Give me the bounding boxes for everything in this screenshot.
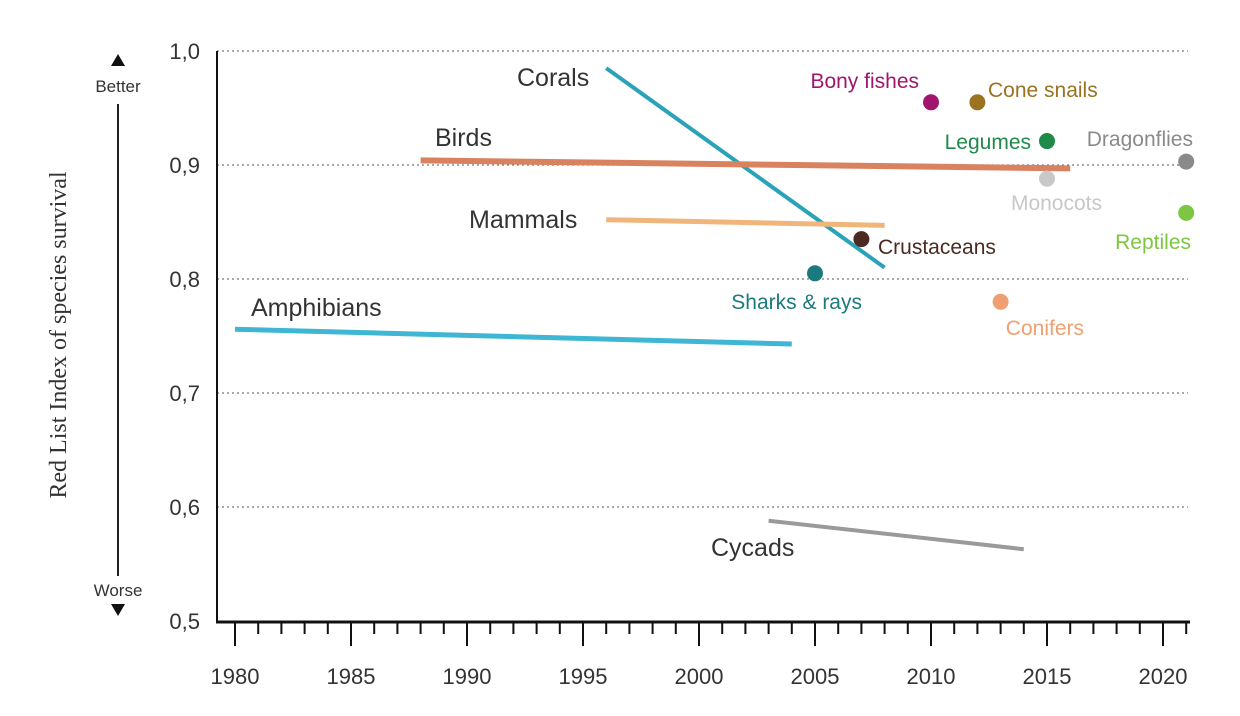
series-label-amphibians: Amphibians [251, 294, 382, 322]
point-sharks-rays [807, 265, 823, 282]
point-label-legumes: Legumes [945, 131, 1031, 154]
x-tick-label: 2000 [675, 664, 724, 689]
series-line-mammals [606, 217, 885, 228]
worse-label: Worse [94, 581, 143, 600]
series-line-amphibians [234, 326, 792, 347]
y-axis-title: Red List Index of species survival [46, 171, 72, 499]
point-legumes [1039, 133, 1055, 150]
y-tick-labels: 0,5 0,6 0,7 0,8 0,9 1,0 [169, 39, 200, 634]
series-line-cycads [768, 518, 1025, 552]
series-line-corals [605, 66, 886, 270]
point-label-conifers: Conifers [1006, 317, 1084, 340]
y-tick-label: 0,9 [169, 153, 200, 178]
x-tick-label: 1990 [443, 664, 492, 689]
species-points [807, 94, 1195, 310]
series-labels: Corals Birds Mammals Amphibians Cycads Bony f… [251, 64, 1193, 562]
point-label-bony-fishes: Bony fishes [810, 70, 919, 93]
y-direction-indicator: Better Worse [94, 54, 143, 616]
point-dragonflies [1178, 153, 1195, 170]
y-tick-label: 0,6 [169, 495, 200, 520]
series-line-birds [420, 157, 1071, 172]
series-label-birds: Birds [435, 124, 492, 152]
x-tick-label: 1980 [211, 664, 260, 689]
x-tick-label: 1995 [559, 664, 608, 689]
point-cone-snails [969, 94, 986, 111]
x-tick-labels: 1980 1985 1990 1995 2000 2005 2010 2015 2020 [211, 664, 1188, 689]
series-lines [234, 66, 1071, 552]
point-label-sharks-rays: Sharks & rays [731, 291, 862, 314]
point-crustaceans [853, 231, 870, 248]
point-label-crustaceans: Crustaceans [878, 236, 996, 259]
arrow-up-icon [111, 54, 125, 66]
x-tick-label: 2015 [1023, 664, 1072, 689]
point-conifers [992, 293, 1009, 310]
y-tick-label: 0,5 [169, 609, 200, 634]
point-bony-fishes [923, 94, 939, 111]
grid-lines [217, 50, 1188, 508]
x-tick-label: 1985 [327, 664, 376, 689]
x-tick-label: 2005 [791, 664, 840, 689]
x-tick-label: 2020 [1139, 664, 1188, 689]
y-tick-label: 1,0 [169, 39, 200, 64]
point-reptiles [1178, 204, 1195, 221]
point-label-reptiles: Reptiles [1115, 231, 1191, 254]
x-tick-label: 2010 [907, 664, 956, 689]
series-label-cycads: Cycads [711, 534, 794, 562]
arrow-down-icon [111, 604, 125, 616]
point-monocots [1039, 170, 1055, 187]
series-label-corals: Corals [517, 64, 589, 92]
y-tick-label: 0,8 [169, 267, 200, 292]
better-label: Better [95, 77, 141, 96]
point-label-dragonflies: Dragonflies [1087, 128, 1193, 151]
series-label-mammals: Mammals [469, 206, 577, 234]
y-tick-label: 0,7 [169, 381, 200, 406]
point-label-monocots: Monocots [1011, 192, 1102, 215]
axes [216, 51, 1190, 646]
point-label-cone-snails: Cone snails [988, 79, 1098, 102]
